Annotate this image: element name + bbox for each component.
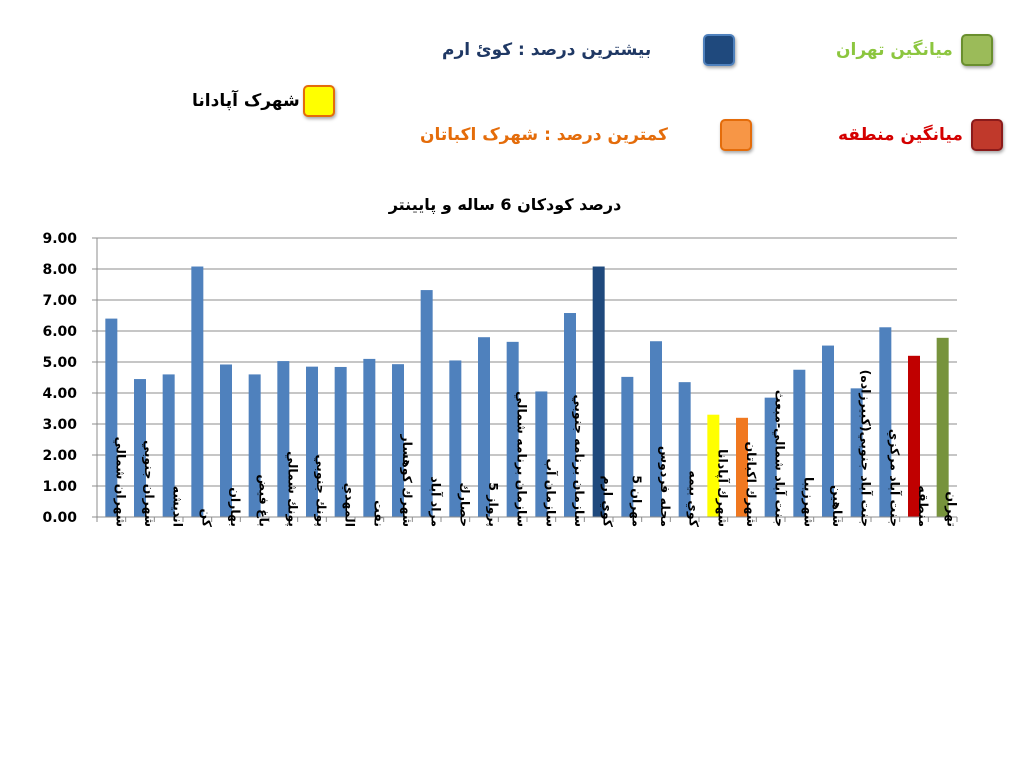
x-tick-label: جنت آباد مركزي [887,429,902,527]
bar [650,341,662,517]
x-tick-label: المهدي [343,483,358,527]
x-tick-label: سازمان برنامه جنوبي [572,395,587,527]
x-tick-label: شهرزيبا [801,477,816,527]
bar [936,337,949,517]
legend-apadana-label: شهرک آپادانا [192,91,300,111]
y-tick-label: 7.00 [42,293,77,309]
bar [621,376,634,517]
bar [592,266,605,517]
bar [793,369,806,517]
bar [678,382,691,517]
x-tick-label: شهرك اكباتان [744,441,759,527]
bar [535,391,548,517]
legend-region-swatch [970,119,1003,151]
y-tick-label: 4.00 [42,386,77,402]
bar [506,341,519,517]
bar [879,327,892,517]
legend-region-average: میانگین منطقه [838,119,1003,151]
bar [220,364,232,517]
x-tick-label: بهاران [228,487,243,527]
x-tick-label: كن [199,508,214,527]
bar [449,360,462,517]
legend-tehran-swatch [960,34,993,66]
bar [478,337,490,517]
bar [363,358,376,517]
bar [334,366,347,517]
legend-highest-label: بیشترین درصد : کوئ ارم [442,40,652,60]
bar [191,266,204,517]
y-tick-label: 5.00 [42,355,77,371]
legend-tehran-average-label: میانگین تهران [836,40,953,60]
bar [134,379,146,517]
y-tick-label: 2.00 [42,448,77,464]
x-tick-label: محله فردوس [658,446,673,527]
bar [736,417,748,517]
y-tick-label: 6.00 [42,324,77,340]
bar [248,374,261,517]
x-tick-label: شهران شمالي [113,437,128,527]
bar [392,364,404,517]
bar [306,366,318,517]
x-tick-label: شاهين [830,485,845,527]
legend-lowest-swatch [719,119,752,151]
y-tick-label: 9.00 [42,231,77,247]
bar [105,318,118,517]
x-tick-label: پونك شمالي [285,451,300,527]
bar [420,290,433,517]
bar [564,313,576,517]
x-tick-label: باغ فيض [257,474,272,527]
x-tick-label: شهرك آپادانا [715,449,730,527]
legend-region-average-label: میانگین منطقه [838,125,963,145]
x-tick-label: نفت [371,500,386,527]
legend-lowest-label: کمترین درصد : شهرک اکباتان [420,125,668,145]
x-tick-label: سازمان برنامه شمالي [515,391,530,527]
bar [850,388,863,517]
x-tick-label: جنت آباد جنوبي(كبيرزاده) [859,370,874,527]
legend-highest: بیشترین درصد : کوئ ارم [442,34,736,66]
y-tick-label: 3.00 [42,417,77,433]
x-tick-label: حصارك [457,482,472,527]
bar [764,397,777,517]
x-tick-label: تهران [945,491,960,527]
bar [277,361,290,517]
x-tick-label: پرواز 5 [486,482,501,527]
y-tick-label: 1.00 [42,479,77,495]
x-tick-label: شهران جنوبي [142,440,157,527]
grid-lines [97,237,957,487]
legend-apadana-swatch [302,85,335,117]
bar [822,345,834,517]
bar [162,374,175,517]
legend-highest-swatch [703,34,736,66]
x-tick-label: پونك جنوبي [314,454,329,527]
x-tick-label: شهرك كوهسار [400,433,415,527]
bars [105,266,949,517]
x-tick-label: انديشه [171,486,186,527]
y-axis: 0.00 1.00 2.00 3.00 4.00 5.00 6.00 7.00 8.00 9.00 [42,231,98,526]
x-tick-label: منطقه [916,485,931,527]
y-tick-label: 0.00 [42,510,77,526]
x-tick-label: سازمان آب [543,459,558,527]
x-tick-label: جنت آباد شمالي-مبعث [773,390,788,527]
bar [908,355,920,517]
x-tick-label: مراد آباد [429,476,444,527]
chart-title: درصد کودکان 6 ساله و پایینتر [388,195,622,215]
y-tick-label: 8.00 [42,262,77,278]
bar [707,414,720,517]
legend-lowest: کمترین درصد : شهرک اکباتان [420,119,752,151]
x-tick-label: مهران 5 [629,475,644,527]
x-tick-label: كوي ارم [600,475,616,527]
legend-apadana: شهرک آپادانا [192,85,335,117]
legend-tehran-average: میانگین تهران [836,34,993,66]
x-axis: شهران شمالي شهران جنوبي انديشه كن بهاران باغ … [96,370,960,528]
x-tick-label: كوي بيمه [687,470,702,527]
